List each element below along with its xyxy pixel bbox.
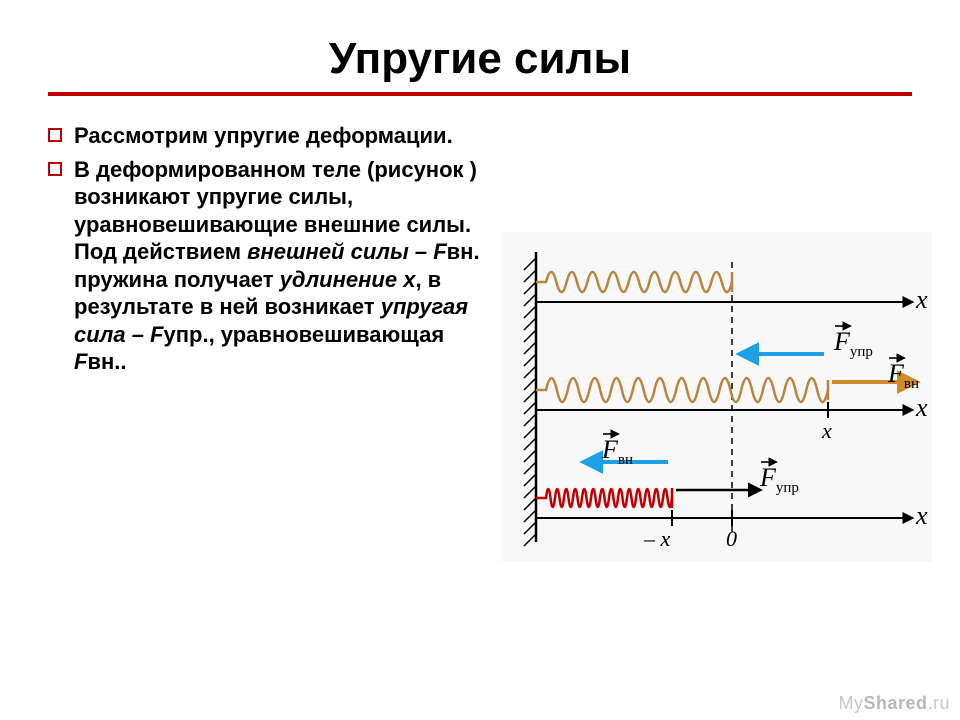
bullet-item: Рассмотрим упругие деформации. xyxy=(48,122,488,150)
slide-body: Рассмотрим упругие деформации. В деформир… xyxy=(48,122,912,562)
svg-text:x: x xyxy=(915,285,928,314)
watermark: MyShared.ru xyxy=(838,693,950,714)
bullet-square-icon xyxy=(48,128,62,142)
text-column: Рассмотрим упругие деформации. В деформир… xyxy=(48,122,488,562)
bullet-text: Рассмотрим упругие деформации. xyxy=(74,122,453,150)
svg-text:0: 0 xyxy=(726,526,737,551)
figure-column: xxxx– x0FупрFвнFвнFупр xyxy=(502,232,932,562)
slide-title: Упругие силы xyxy=(48,34,912,84)
bullet-item: В деформированном теле (рисунок ) возник… xyxy=(48,156,488,376)
watermark-suffix: .ru xyxy=(927,693,950,713)
bullet-text: В деформированном теле (рисунок ) возник… xyxy=(74,156,488,376)
svg-text:x: x xyxy=(915,501,928,530)
bullet-list: Рассмотрим упругие деформации. В деформир… xyxy=(48,122,488,376)
bullet-square-icon xyxy=(48,162,62,176)
title-underline xyxy=(48,92,912,96)
svg-text:– x: – x xyxy=(643,526,671,551)
svg-text:x: x xyxy=(821,418,832,443)
watermark-text: My xyxy=(838,693,863,713)
watermark-bold: Shared xyxy=(863,693,927,713)
spring-diagram: xxxx– x0FупрFвнFвнFупр xyxy=(502,232,932,562)
svg-text:x: x xyxy=(915,393,928,422)
